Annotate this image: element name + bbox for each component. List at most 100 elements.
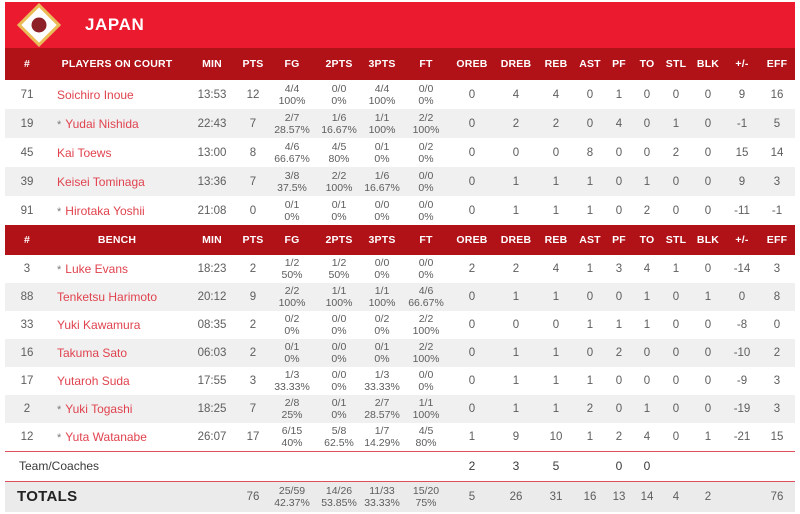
player-name[interactable]: Soichiro Inoue — [57, 87, 134, 102]
table-row: 19 * Yudai Nishida 22:43 7 2/7 28.57% 1/6 16.67%… — [5, 109, 795, 138]
stat-eff — [759, 450, 795, 482]
stat-blk: 0 — [704, 88, 712, 101]
team-name: JAPAN — [85, 15, 145, 34]
player-name-cell: Kai Toews — [49, 138, 185, 167]
player-name-cell: * Hirotaka Yoshii — [49, 196, 185, 225]
stat-pm: -11 — [734, 204, 750, 217]
stat-min: 18:23 — [197, 263, 227, 275]
stat-to: 0 — [643, 88, 651, 101]
stat-stl: 0 — [672, 204, 680, 217]
stat-reb: 5 — [537, 450, 575, 482]
stat-dreb: 2 — [495, 109, 537, 138]
stat-fg: 3/8 37.5% — [267, 167, 317, 196]
stat-ast: 16 — [575, 481, 605, 512]
stat-pts: 7 — [239, 395, 267, 423]
player-name[interactable]: Yudai Nishida — [65, 116, 139, 131]
player-name[interactable]: Kai Toews — [57, 145, 112, 160]
player-name[interactable]: Yuki Kawamura — [57, 318, 141, 332]
stat-fg: 0/2 0% — [284, 313, 300, 337]
stat-eff: 3 — [773, 375, 781, 387]
player-name[interactable]: Yutaroh Suda — [57, 374, 130, 388]
table-row: 88 Tenketsu Harimoto 20:12 9 2/2 100% 1/1 100% 1… — [5, 283, 795, 311]
player-name-cell: * Yuta Watanabe — [49, 423, 185, 451]
stat-fg: 4/4 100% — [278, 82, 306, 107]
player-number: 12 — [20, 430, 34, 443]
column-header-fg: FG — [267, 48, 317, 80]
stat-pts: 0 — [249, 204, 257, 217]
column-header-pf: PF — [605, 48, 633, 80]
column-header-player: BENCH — [49, 225, 185, 255]
stat-reb: 1 — [537, 339, 575, 367]
stat-oreb: 5 — [449, 481, 495, 512]
stat-fg: 0/1 0% — [267, 339, 317, 367]
stat-eff: 0 — [773, 319, 781, 331]
stat-p3: 4/4 100% — [368, 82, 396, 107]
stat-pm: -19 — [725, 395, 759, 423]
table-row: 45 Kai Toews 13:00 8 4/6 66.67% 4/5 80% 0/1 0% 0/2… — [5, 138, 795, 167]
column-header-blk: BLK — [691, 48, 725, 80]
stat-p2: 5/8 62.5% — [324, 424, 354, 449]
stat-ft: 4/5 80% — [415, 424, 437, 449]
stat-pf: 0 — [605, 450, 633, 482]
stat-fg: 0/1 0% — [284, 198, 300, 223]
stat-oreb: 1 — [468, 430, 476, 443]
stat-oreb: 0 — [468, 204, 476, 217]
player-name[interactable]: Luke Evans — [65, 262, 128, 276]
player-name-cell: * Yuki Togashi — [49, 395, 185, 423]
stat-ast: 1 — [586, 263, 594, 275]
player-name[interactable]: Yuta Watanabe — [65, 429, 147, 444]
column-header-2pts: 2PTS — [317, 225, 361, 255]
stat-pm: 9 — [738, 88, 746, 101]
stat-to: 14 — [633, 481, 661, 512]
stat-reb: 1 — [552, 204, 560, 217]
stat-pm: -1 — [725, 109, 759, 138]
team-coaches-label: Team/Coaches — [5, 450, 185, 482]
stat-pm: -9 — [736, 375, 748, 387]
stat-eff: 3 — [773, 263, 781, 275]
stat-ast: 0 — [575, 339, 605, 367]
stat-fg: 4/6 66.67% — [274, 140, 310, 165]
stat-blk: 0 — [704, 263, 712, 275]
column-header-pts: PTS — [239, 48, 267, 80]
stat-eff: 76 — [759, 481, 795, 512]
stat-dreb: 1 — [495, 167, 537, 196]
totals-row: TOTALS 76 25/59 42.37% 14/26 53.85% 11/33 33.33… — [5, 481, 795, 512]
stat-oreb: 2 — [468, 263, 476, 275]
player-name[interactable]: Keisei Tominaga — [57, 174, 145, 189]
stat-eff: 2 — [759, 339, 795, 367]
stat-stl: 0 — [661, 339, 691, 367]
column-header-dreb: DREB — [495, 48, 537, 80]
player-name[interactable]: Hirotaka Yoshii — [65, 203, 145, 218]
stat-blk: 0 — [704, 319, 712, 331]
stat-reb: 1 — [537, 283, 575, 311]
stat-eff: 8 — [759, 283, 795, 311]
stat-ft: 0/2 0% — [418, 140, 434, 165]
stat-pf: 4 — [605, 109, 633, 138]
stat-stl: 1 — [672, 263, 680, 275]
column-header-3pts: 3PTS — [361, 225, 403, 255]
stat-oreb: 0 — [468, 319, 476, 331]
column-header-to: TO — [633, 48, 661, 80]
stat-pf: 1 — [615, 319, 623, 331]
stat-p2: 1/2 50% — [328, 257, 350, 281]
stat-oreb: 0 — [449, 339, 495, 367]
team-header: JAPAN — [5, 2, 795, 48]
starter-icon: * — [57, 118, 62, 131]
player-name[interactable]: Tenketsu Harimoto — [57, 290, 158, 304]
table-row: 17 Yutaroh Suda 17:55 3 1/3 33.33% 0/0 0% 1/3 33.… — [5, 367, 795, 395]
player-name[interactable]: Yuki Togashi — [65, 402, 133, 416]
stat-eff: 3 — [759, 167, 795, 196]
player-name[interactable]: Takuma Sato — [57, 346, 128, 360]
player-number: 2 — [5, 395, 49, 423]
column-header-min: MIN — [185, 48, 239, 80]
stat-p2: 0/0 0% — [317, 339, 361, 367]
stat-reb: 31 — [537, 481, 575, 512]
stat-min — [185, 481, 239, 512]
bench-header-row: # BENCH MIN PTS FG 2PTS 3PTS FT OREB DREB REB AST PF… — [5, 225, 795, 255]
stat-pf: 2 — [615, 430, 623, 443]
stat-ast: 1 — [586, 319, 594, 331]
table-row: 3 * Luke Evans 18:23 2 1/2 50% 1/2 50% 0/0 0% 0/0 0%… — [5, 255, 795, 283]
stat-ft: 0/0 0% — [418, 369, 434, 393]
column-header-plus-minus: +/- — [725, 48, 759, 80]
stat-min: 13:00 — [197, 146, 227, 159]
